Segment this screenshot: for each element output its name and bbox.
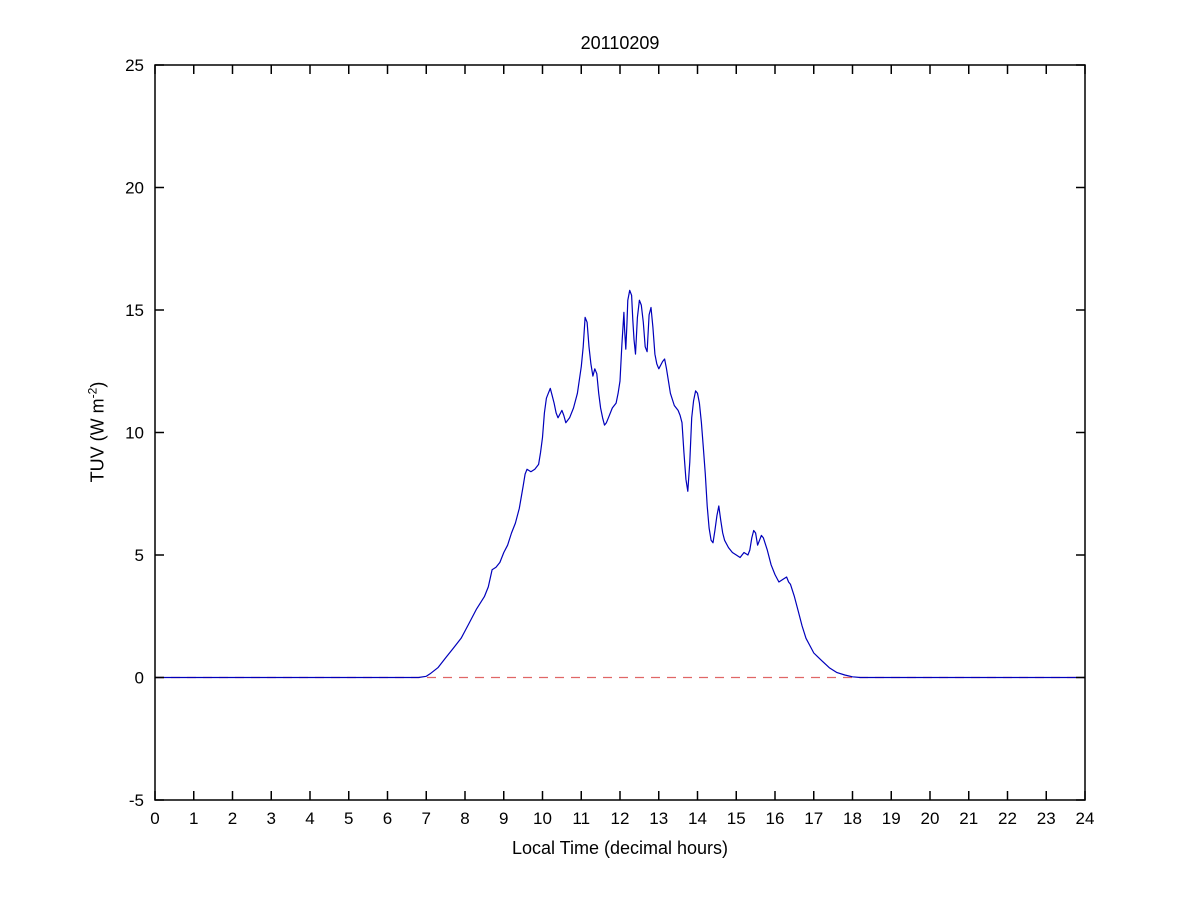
y-axis-label-text: TUV (W m <box>87 398 108 483</box>
plot-box <box>154 64 1086 801</box>
x-tick-label: 12 <box>611 809 630 828</box>
x-tick-label: 1 <box>189 809 198 828</box>
x-tick-label: 10 <box>533 809 552 828</box>
y-tick-label: 0 <box>135 669 144 688</box>
x-tick-label: 5 <box>344 809 353 828</box>
x-tick-label: 0 <box>150 809 159 828</box>
y-tick-label: 15 <box>125 301 144 320</box>
x-tick-label: 15 <box>727 809 746 828</box>
x-tick-label: 6 <box>383 809 392 828</box>
x-tick-label: 18 <box>843 809 862 828</box>
x-tick-label: 22 <box>998 809 1017 828</box>
x-tick-label: 4 <box>305 809 314 828</box>
x-tick-label: 14 <box>688 809 707 828</box>
x-tick-label: 19 <box>882 809 901 828</box>
y-axis-label-exponent: -2 <box>85 387 100 399</box>
x-tick-label: 3 <box>267 809 276 828</box>
x-axis-label: Local Time (decimal hours) <box>511 838 729 858</box>
x-tick-label: 8 <box>460 809 469 828</box>
y-tick-label: 25 <box>125 56 144 75</box>
x-tick-label: 2 <box>228 809 237 828</box>
y-tick-label: 5 <box>135 546 144 565</box>
x-tick-label: 9 <box>499 809 508 828</box>
x-tick-label: 7 <box>422 809 431 828</box>
y-tick-label: -5 <box>129 791 144 810</box>
x-tick-label: 13 <box>649 809 668 828</box>
chart-title: 20110209 <box>580 33 660 53</box>
y-tick-label: 10 <box>125 424 144 443</box>
x-tick-label: 16 <box>766 809 785 828</box>
x-tick-label: 21 <box>959 809 978 828</box>
y-tick-label: 20 <box>125 179 144 198</box>
x-tick-label: 20 <box>921 809 940 828</box>
y-axis-label-close: ) <box>87 381 108 388</box>
x-tick-label: 23 <box>1037 809 1056 828</box>
y-axis-label: TUV (W m-2) <box>86 382 109 483</box>
x-tick-label: 24 <box>1076 809 1095 828</box>
x-tick-label: 11 <box>572 809 590 828</box>
series-line-tuv <box>155 289 1085 679</box>
x-tick-label: 17 <box>804 809 823 828</box>
